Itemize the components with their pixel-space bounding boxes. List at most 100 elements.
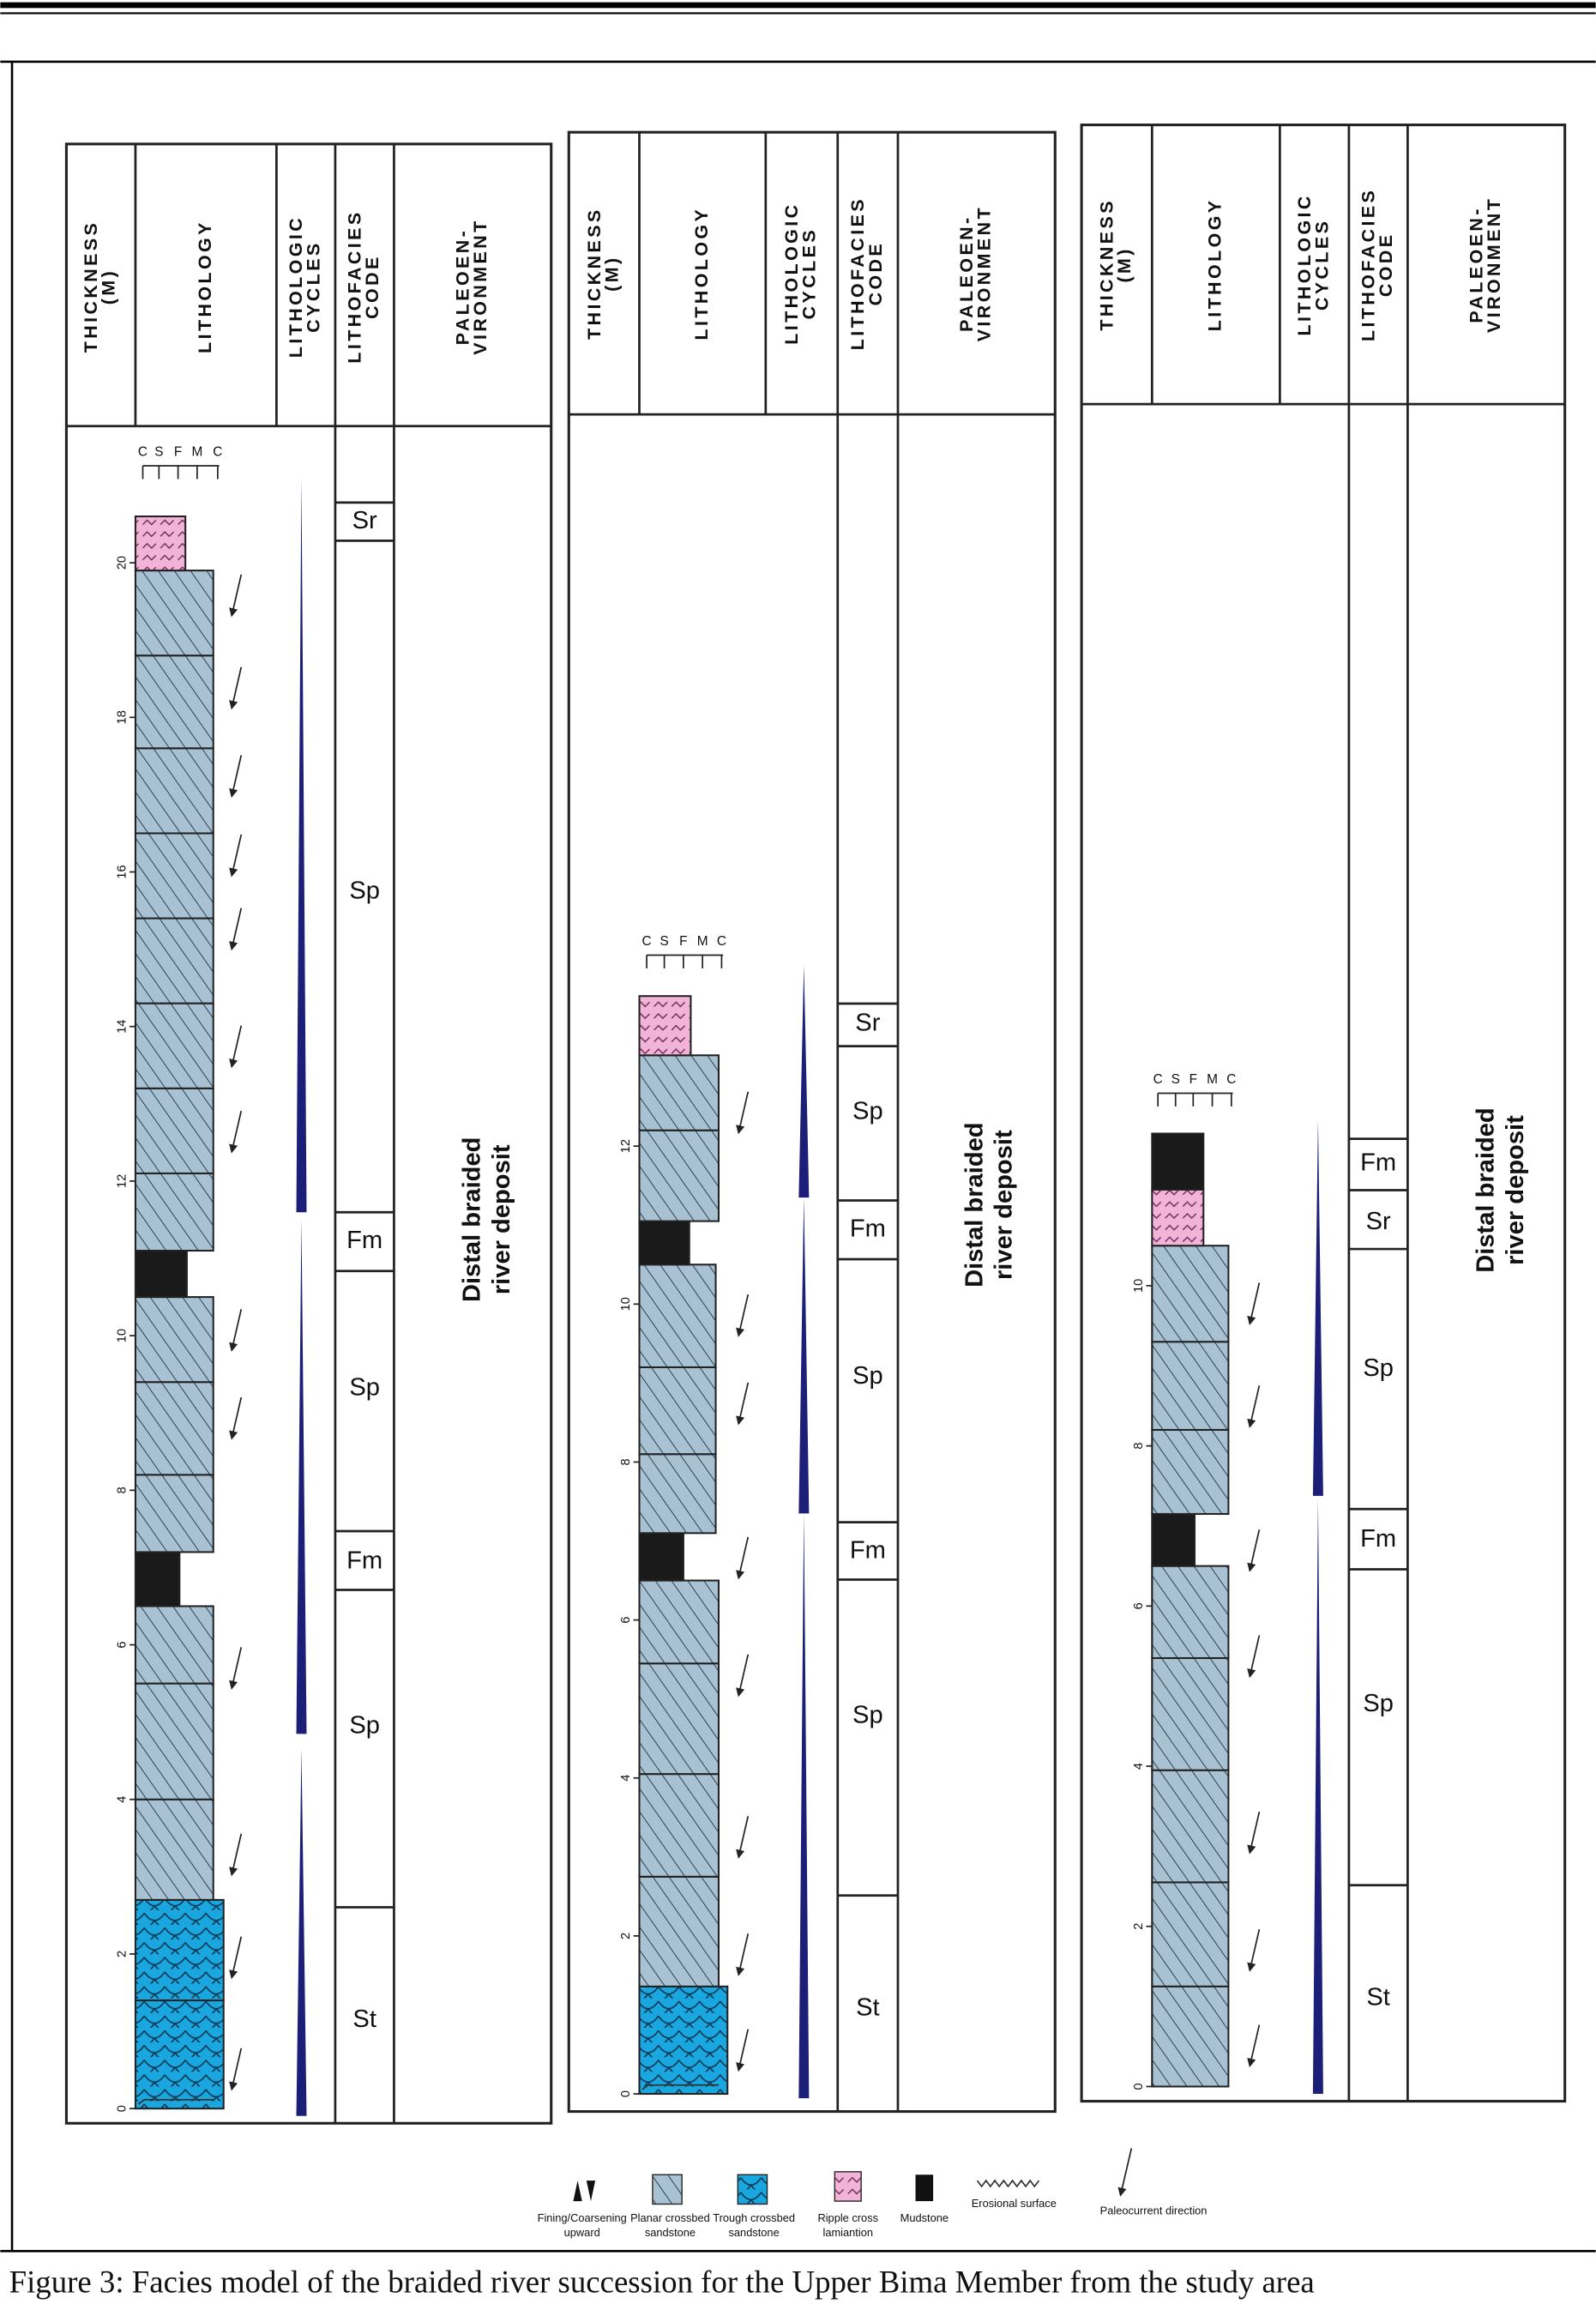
mudstone-bed xyxy=(134,1551,181,1607)
thickness-label: 16 xyxy=(115,865,129,878)
legend-label: Planar crossbed xyxy=(630,2211,710,2224)
thickness-label: 12 xyxy=(115,1174,129,1188)
legend-label: Erosional surface xyxy=(972,2197,1057,2210)
grain-size-label: C xyxy=(641,934,651,949)
grain-size-label: M xyxy=(191,445,202,460)
legend-icon xyxy=(586,2180,596,2202)
planar-crossbed-bed xyxy=(638,1129,720,1222)
column-header: CYCLES xyxy=(799,227,820,319)
ripple-bed xyxy=(1151,1188,1205,1247)
facies-code: Fm xyxy=(346,1547,382,1575)
grain-size-label: F xyxy=(679,934,687,949)
legend-icon xyxy=(1117,2148,1133,2197)
paleocurrent-arrow xyxy=(736,1382,750,1426)
column-header: LITHOLOGIC xyxy=(286,215,306,358)
legend-label: Trough crossbed xyxy=(713,2211,795,2224)
ripple-bed xyxy=(638,995,692,1057)
paleocurrent-arrow xyxy=(736,1816,750,1859)
legend-label: lamiantion xyxy=(823,2226,873,2239)
erosional-surface xyxy=(641,2084,719,2090)
planar-crossbed-bed xyxy=(134,1474,214,1553)
cycle-wedge xyxy=(798,1513,810,2099)
paleocurrent-arrow xyxy=(229,1647,243,1690)
planar-crossbed-bed xyxy=(134,832,214,920)
planar-crossbed-bed xyxy=(638,1773,720,1878)
cycle-wedge xyxy=(798,965,810,1198)
paleocurrent-arrow xyxy=(229,908,243,951)
planar-crossbed-bed xyxy=(638,1054,720,1131)
environment-label: Distal braided xyxy=(1473,1107,1500,1272)
thickness-label: 12 xyxy=(619,1139,633,1153)
paleocurrent-arrow xyxy=(736,2029,750,2072)
erosional-surface xyxy=(137,2099,215,2105)
paleocurrent-arrow xyxy=(1247,1385,1261,1428)
facies-code: Fm xyxy=(1360,1149,1396,1176)
thickness-label: 4 xyxy=(1132,1763,1146,1770)
column-header: LITHOLOGY xyxy=(1205,197,1226,331)
column-header: LITHOLOGY xyxy=(195,220,215,353)
legend-label: sandstone xyxy=(729,2226,780,2239)
column-header: PALEOEN- xyxy=(956,214,977,331)
thickness-label: 0 xyxy=(619,2090,633,2097)
planar-crossbed-bed xyxy=(1151,1769,1230,1884)
planar-crossbed-bed xyxy=(134,570,214,657)
paleocurrent-arrow xyxy=(1247,1811,1261,1855)
legend-label: upward xyxy=(564,2226,600,2239)
column-header: (M) xyxy=(1114,246,1135,282)
paleocurrent-arrow xyxy=(229,1309,243,1352)
facies-code: Sp xyxy=(349,877,380,904)
cycle-wedge xyxy=(296,1748,307,2116)
facies-code: Sr xyxy=(352,507,377,534)
facies-code: Sp xyxy=(852,1362,883,1390)
column-header: LITHOFACIES xyxy=(847,196,868,350)
facies-code: Sp xyxy=(852,1097,883,1125)
column-header: CODE xyxy=(1376,232,1396,298)
thickness-label: 6 xyxy=(115,1641,129,1648)
grain-size-label: C xyxy=(1153,1072,1163,1087)
planar-crossbed-bed xyxy=(1151,1341,1230,1431)
facies-code: Fm xyxy=(850,1215,886,1242)
column-header: (M) xyxy=(99,268,119,305)
grain-size-label: S xyxy=(1171,1072,1180,1087)
column-header: LITHOLOGIC xyxy=(1294,193,1315,335)
paleocurrent-arrow xyxy=(229,2048,243,2091)
mudstone-bed xyxy=(638,1532,684,1582)
column-header: LITHOFACIES xyxy=(1358,188,1379,341)
caption: Figure 3: Facies model of the braided ri… xyxy=(9,2264,1315,2299)
facies-code: Sr xyxy=(1366,1208,1391,1235)
planar-crossbed-bed xyxy=(638,1453,717,1535)
column-header: LITHOLOGIC xyxy=(781,202,802,344)
paleocurrent-arrow xyxy=(229,1110,243,1154)
grain-size-label: S xyxy=(154,445,163,460)
planar-crossbed-bed xyxy=(1151,1245,1230,1343)
planar-crossbed-bed xyxy=(134,1002,214,1089)
facies-code: St xyxy=(856,1993,880,2021)
planar-crossbed-bed xyxy=(638,1579,720,1665)
planar-crossbed-bed xyxy=(638,1662,720,1776)
thickness-label: 0 xyxy=(1132,2083,1146,2090)
grain-size-label: M xyxy=(1207,1072,1218,1087)
thickness-label: 2 xyxy=(115,1951,129,1957)
column-header: THICKNESS xyxy=(584,207,605,340)
column-header: PALEOEN- xyxy=(1466,206,1486,323)
thickness-label: 10 xyxy=(1132,1279,1146,1293)
column-header: LITHOLOGY xyxy=(691,207,712,341)
facies-code: Sp xyxy=(852,1701,883,1728)
planar-crossbed-bed xyxy=(638,1264,717,1368)
column-header: VIRONMENT xyxy=(470,218,491,354)
legend-label: Mudstone xyxy=(900,2211,949,2224)
paleocurrent-arrow xyxy=(229,1025,243,1069)
thickness-label: 6 xyxy=(619,1617,633,1624)
paleocurrent-arrow xyxy=(736,1654,750,1698)
column-header: VIRONMENT xyxy=(1484,196,1504,333)
thickness-label: 2 xyxy=(619,1933,633,1939)
thickness-label: 4 xyxy=(619,1775,633,1782)
facies-code: Sp xyxy=(349,1711,380,1739)
planar-crossbed-bed xyxy=(134,1682,214,1800)
paleocurrent-arrow xyxy=(1247,1635,1261,1679)
column-header: CODE xyxy=(865,241,886,306)
thickness-label: 14 xyxy=(115,1020,129,1034)
planar-crossbed-bed xyxy=(134,917,214,1004)
